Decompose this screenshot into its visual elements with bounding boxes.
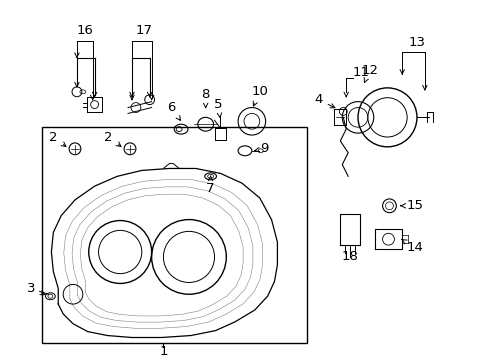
Text: 6: 6: [167, 101, 180, 120]
Text: 2: 2: [104, 131, 112, 144]
Text: 16: 16: [76, 24, 93, 37]
Text: 4: 4: [314, 93, 334, 108]
Text: 10: 10: [251, 85, 267, 106]
Text: 9: 9: [254, 142, 268, 155]
Text: 7: 7: [206, 176, 214, 195]
Text: 3: 3: [27, 282, 45, 295]
Text: 2: 2: [49, 131, 58, 144]
Text: 11: 11: [351, 66, 368, 78]
Text: 5: 5: [214, 98, 222, 117]
Text: 15: 15: [400, 199, 423, 212]
Text: 18: 18: [341, 251, 358, 264]
Text: 1: 1: [159, 345, 167, 358]
Text: 13: 13: [407, 36, 425, 49]
Text: 8: 8: [201, 88, 209, 108]
Text: 14: 14: [401, 239, 423, 253]
Text: 17: 17: [135, 24, 152, 37]
Text: 12: 12: [361, 64, 378, 82]
Bar: [41, 127, 306, 343]
